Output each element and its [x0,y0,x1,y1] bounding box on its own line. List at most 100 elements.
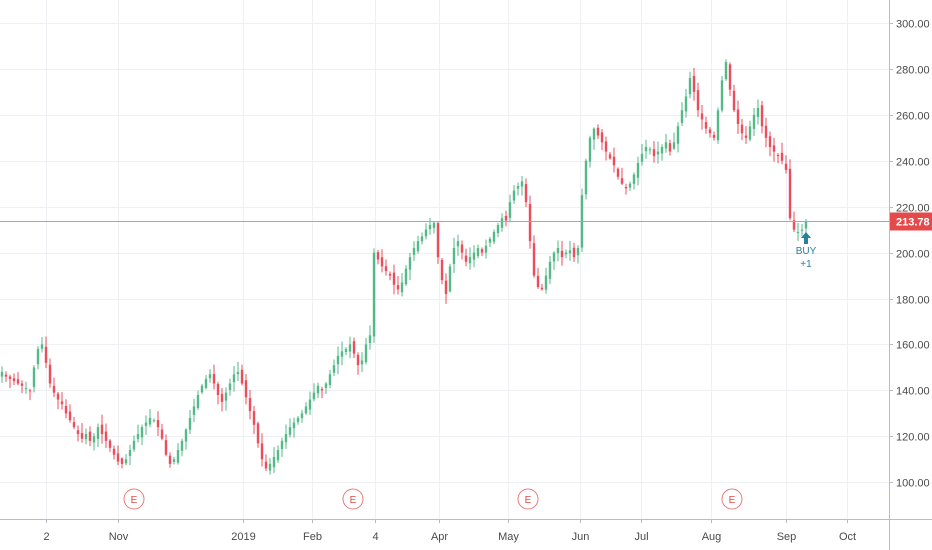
candle-body [768,136,772,147]
candle [404,265,408,286]
candle [320,386,324,399]
candle [772,137,776,162]
candle-body [616,168,620,177]
candle [636,156,640,186]
candle-body [168,455,172,464]
candle-body [436,223,440,258]
candle-body [40,344,44,349]
candle [8,374,12,389]
candle [412,241,416,262]
candle-body [184,429,188,442]
candle [736,100,740,134]
candle [16,372,20,386]
candle [80,423,84,443]
candle [424,223,428,240]
candle [368,325,372,350]
candle-body [432,222,436,228]
candle-body [492,231,496,242]
candle [40,337,44,353]
candle-body [204,378,208,388]
candle [732,84,736,113]
candle [260,433,264,467]
candle-body [428,225,432,230]
candle [216,381,220,405]
candle-body [348,344,352,352]
candle-body [536,275,540,288]
candle-body [176,450,180,463]
candle [156,411,160,437]
candle [452,237,456,273]
candle-body [80,433,84,439]
candle [140,424,144,445]
candle-body [460,244,464,253]
time-tick-label: Nov [109,531,129,543]
candle [184,428,188,450]
candle [68,404,72,423]
candle-body [756,107,760,117]
candle [352,337,356,359]
candle-body [544,275,548,290]
price-axis[interactable]: 100.00 120.00 140.00 160.00 180.00 200.00 220.… [889,19,930,490]
candle-body [468,257,472,264]
candle [56,391,60,410]
candle-body [540,287,544,290]
candle [36,346,40,370]
time-axis[interactable]: 2 Nov 2019 Feb 4 Apr May Jun Jul Aug Sep Oct [43,519,856,543]
candle-body [516,186,520,189]
candle [528,195,532,249]
candle [524,178,528,208]
candle [300,409,304,423]
candle-body [76,430,80,435]
earnings-marker[interactable]: E [342,488,364,510]
candle [32,365,36,393]
candle [128,444,132,466]
candle [660,144,664,161]
candle [744,126,748,144]
candle [612,147,616,173]
candle [400,273,404,297]
candle [604,136,608,161]
candle-body [532,243,536,276]
candle-body [520,181,524,187]
candle-body [444,280,448,294]
earnings-marker[interactable]: E [123,488,145,510]
price-tick-label: 260.00 [896,111,930,123]
candle [764,117,768,148]
candle [740,118,744,141]
candle-body [308,399,312,410]
candle [224,387,228,411]
candle-body [120,458,124,464]
candle-body [684,96,688,112]
candle-body [636,163,640,178]
candle [96,423,100,448]
candle-body [64,405,68,414]
candle [228,378,232,396]
candle [664,133,668,153]
candle [0,366,4,383]
candle [384,259,388,276]
candle-body [160,429,164,439]
candle [568,240,572,261]
candle-body [700,113,704,120]
candle-body [804,220,808,229]
candle [696,82,700,117]
candle [472,245,476,268]
price-tick-label: 200.00 [896,249,930,261]
candle [536,267,540,289]
candle-body [740,124,744,134]
candle-body [164,440,168,455]
candle [476,244,480,259]
candle [520,176,524,196]
candle-body [280,440,284,450]
buy-signal-label: BUY [796,246,817,257]
candle [48,358,52,388]
candle-body [692,75,696,92]
candle [564,249,568,259]
candle-body [152,420,156,422]
candle-body [16,379,20,384]
candle [576,245,580,264]
earnings-marker[interactable]: E [721,488,743,510]
earnings-marker[interactable]: E [517,488,539,510]
candle [504,210,508,227]
